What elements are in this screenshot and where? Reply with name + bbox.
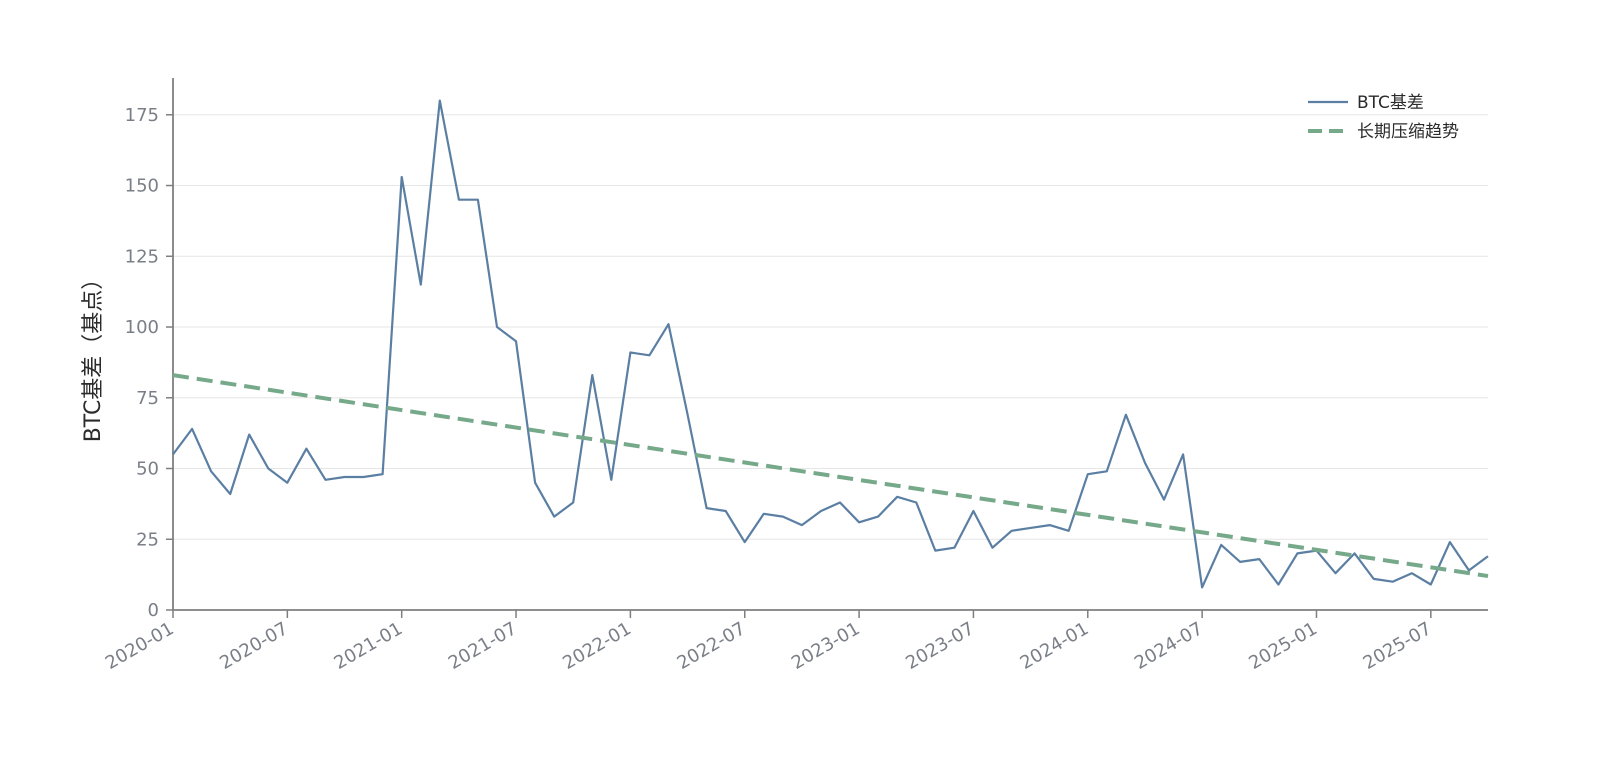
y-tick-label: 0	[148, 600, 159, 621]
y-tick-label: 125	[125, 246, 159, 267]
y-tick-label: 25	[136, 529, 159, 550]
x-tick-label: 2022-01	[559, 618, 635, 674]
y-tick-label: 175	[125, 105, 159, 126]
x-tick-label: 2025-07	[1360, 618, 1436, 674]
y-axis-label: BTC基差（基点）	[81, 268, 106, 443]
x-tick-label: 2021-01	[331, 618, 407, 674]
legend-label-btc-basis: BTC基差	[1357, 93, 1424, 113]
x-tick-label: 2024-01	[1017, 618, 1093, 674]
y-ticks: 0 25 50 75 100 125 150 175	[125, 105, 173, 621]
series-line-btc-basis	[172, 99, 1489, 589]
x-tick-label: 2023-01	[788, 618, 864, 674]
legend-label-trend: 长期压缩趋势	[1357, 122, 1459, 142]
plot-area	[172, 99, 1489, 589]
x-tick-label: 2020-01	[102, 618, 178, 674]
x-tick-label: 2024-07	[1131, 618, 1207, 674]
x-tick-label: 2022-07	[674, 618, 750, 674]
y-tick-label: 50	[136, 459, 159, 480]
y-tick-label: 100	[125, 317, 159, 338]
series-line-trend	[172, 373, 1489, 579]
x-tick-label: 2020-07	[216, 618, 292, 674]
y-tick-label: 75	[136, 388, 159, 409]
x-tick-label: 2021-07	[445, 618, 521, 674]
x-tick-label: 2025-01	[1245, 618, 1321, 674]
legend: BTC基差 长期压缩趋势	[1308, 93, 1459, 142]
y-tick-label: 150	[125, 176, 159, 197]
x-ticks: 2020-01 2020-07 2021-01 2021-07 2022-01 2022-…	[102, 610, 1435, 674]
axes	[172, 78, 1488, 611]
x-tick-label: 2023-07	[902, 618, 978, 674]
